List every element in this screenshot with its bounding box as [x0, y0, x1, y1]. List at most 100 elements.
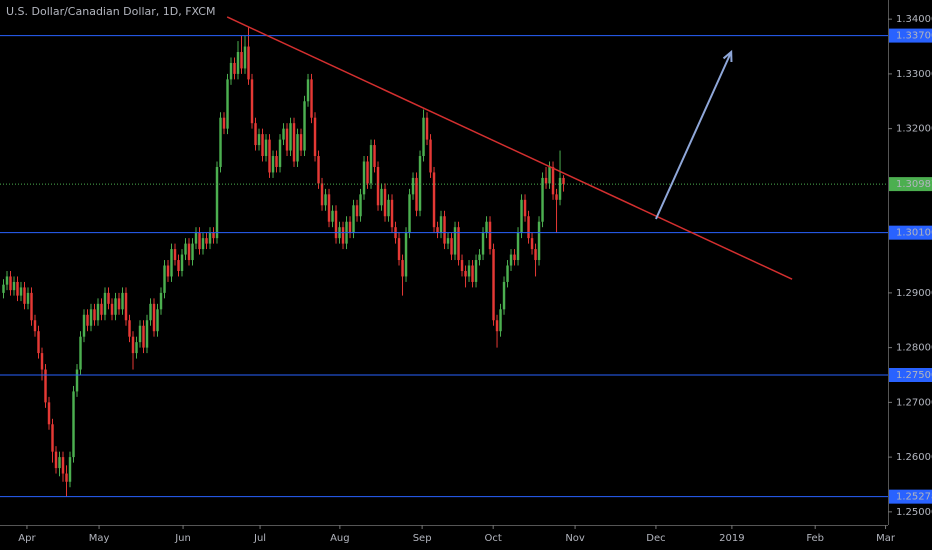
candle-body	[436, 227, 439, 233]
candle-body	[369, 145, 373, 184]
candle-body	[324, 194, 327, 206]
arrow-head	[722, 49, 733, 63]
candle-body	[562, 177, 565, 184]
x-tick-label: Oct	[485, 533, 502, 544]
candle-body	[380, 188, 383, 206]
candle-body	[292, 123, 296, 162]
candle-body	[523, 199, 527, 217]
candle-body	[93, 309, 96, 321]
candle-body	[65, 473, 68, 482]
candle-body	[236, 52, 240, 74]
candle-body	[541, 177, 544, 222]
level-badge	[889, 368, 932, 382]
candle-body	[114, 298, 117, 315]
candle-body	[285, 128, 289, 151]
candle-body	[502, 281, 506, 310]
candle-body	[327, 194, 331, 222]
candle-body	[355, 205, 359, 217]
candle-body	[387, 199, 390, 217]
candle-body	[247, 46, 250, 80]
trend-line	[226, 16, 793, 280]
candle-body	[194, 232, 198, 244]
candle-body	[366, 161, 369, 184]
y-tick-label: 1.33000	[896, 69, 932, 80]
x-tick-label: Nov	[565, 533, 585, 544]
x-tick-label: Mar	[876, 533, 896, 544]
candle-body	[313, 117, 317, 157]
y-tick-label: 1.34000	[896, 14, 932, 25]
candle-body	[40, 353, 44, 370]
candle-body	[82, 314, 86, 337]
candle-body	[229, 62, 233, 80]
candle-body	[303, 101, 306, 151]
x-tick-label: 2019	[719, 533, 744, 544]
candle-body	[173, 249, 177, 261]
candle-body	[240, 52, 243, 69]
candle-body	[219, 117, 222, 167]
candle-body	[72, 391, 75, 458]
candle-body	[352, 205, 355, 233]
candle-body	[107, 292, 110, 304]
candle-body	[558, 177, 562, 200]
x-tick-label: Sep	[413, 533, 432, 544]
candle-body	[492, 249, 495, 321]
candle-body	[397, 238, 401, 261]
candle-body	[135, 342, 138, 354]
candle-body	[138, 325, 142, 343]
candle-body	[121, 292, 124, 310]
candle-body	[548, 166, 551, 184]
candle-body	[411, 177, 415, 195]
level-badge	[889, 489, 932, 504]
candle-body	[149, 303, 152, 321]
candle-body	[142, 325, 145, 348]
candle-body	[408, 194, 411, 233]
candle-body	[471, 265, 474, 282]
candle-body	[495, 320, 499, 332]
candle-body	[131, 336, 135, 354]
candle-body	[520, 199, 523, 233]
x-tick-label: Aug	[330, 533, 350, 544]
y-tick-label: 1.26000	[896, 452, 932, 463]
candle-body	[61, 457, 65, 474]
candle-body	[390, 199, 394, 228]
x-tick-label: May	[89, 533, 110, 544]
candle-body	[44, 369, 47, 403]
candle-body	[506, 265, 509, 282]
candle-body	[446, 238, 450, 244]
candle-body	[376, 166, 380, 206]
candle-body	[334, 210, 338, 239]
candle-body	[47, 402, 51, 425]
candle-body	[373, 145, 376, 167]
candle-body	[509, 254, 513, 266]
candle-body	[457, 227, 460, 261]
candle-body	[331, 210, 334, 222]
candle-body	[422, 117, 425, 157]
candle-body	[282, 128, 285, 140]
candle-body	[9, 276, 12, 291]
candle-body	[86, 314, 89, 326]
candle-body	[481, 232, 485, 255]
x-tick-label: Jul	[253, 533, 266, 544]
candle-body	[450, 238, 453, 255]
candle-body	[124, 292, 128, 321]
candle-body	[460, 260, 464, 271]
candle-body	[432, 172, 436, 228]
candle-body	[177, 260, 180, 271]
candle-body	[110, 303, 114, 315]
candle-body	[128, 320, 131, 337]
candle-body	[166, 265, 170, 277]
candle-body	[320, 183, 324, 206]
candle-body	[222, 117, 226, 129]
candle-body	[415, 177, 418, 211]
x-tick-label: Jun	[174, 533, 191, 544]
y-tick-label: 1.27000	[896, 397, 932, 408]
level-badge	[889, 225, 932, 240]
level-label: 1.27500	[896, 370, 932, 381]
candle-body	[296, 134, 299, 162]
candle-body	[37, 331, 40, 354]
candle-body	[79, 336, 82, 370]
candle-body	[555, 194, 558, 200]
candle-body	[191, 243, 194, 261]
candle-body	[299, 134, 303, 151]
